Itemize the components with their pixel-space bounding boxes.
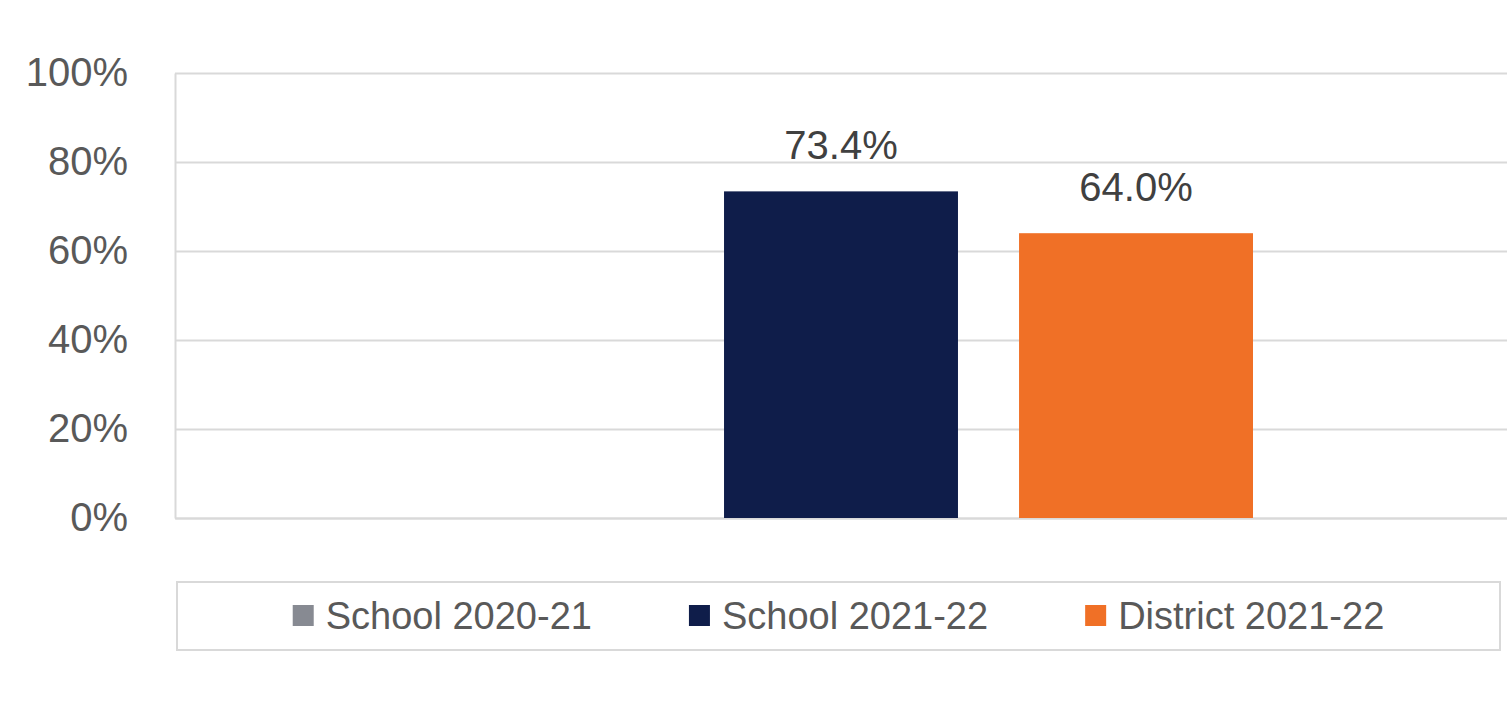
bar	[1019, 233, 1253, 518]
bar	[724, 191, 958, 518]
legend-swatch	[689, 605, 710, 626]
legend-item: District 2021-22	[1085, 595, 1384, 637]
y-tick-label: 0%	[70, 495, 128, 539]
y-axis: 0% 20% 40% 60% 80% 100%	[26, 50, 1507, 539]
data-label: 73.4%	[784, 123, 897, 167]
legend-item: School 2020-21	[293, 595, 592, 637]
y-axis-line	[175, 74, 177, 519]
legend: School 2020-21 School 2021-22 District 202…	[177, 582, 1500, 650]
grid-line	[175, 73, 1507, 75]
legend-label: School 2020-21	[326, 595, 592, 637]
y-tick-label: 40%	[48, 317, 128, 361]
legend-label: District 2021-22	[1118, 595, 1384, 637]
chart: 0% 20% 40% 60% 80% 100% 73.4% 64.0% School 2020-…	[0, 0, 1507, 724]
y-tick-label: 100%	[26, 50, 128, 94]
legend-item: School 2021-22	[689, 595, 988, 637]
plot-area: 0% 20% 40% 60% 80% 100% 73.4% 64.0%	[26, 50, 1507, 539]
y-tick: 100%	[26, 50, 1507, 94]
bars	[724, 191, 1253, 518]
y-tick-label: 80%	[48, 139, 128, 183]
data-label: 64.0%	[1079, 165, 1192, 209]
data-labels: 73.4% 64.0%	[784, 123, 1192, 209]
legend-swatch	[293, 605, 314, 626]
y-tick: 80%	[48, 139, 1507, 183]
y-tick-label: 20%	[48, 406, 128, 450]
legend-box	[177, 582, 1500, 650]
legend-swatch	[1085, 605, 1106, 626]
legend-label: School 2021-22	[722, 595, 988, 637]
y-tick-label: 60%	[48, 228, 128, 272]
